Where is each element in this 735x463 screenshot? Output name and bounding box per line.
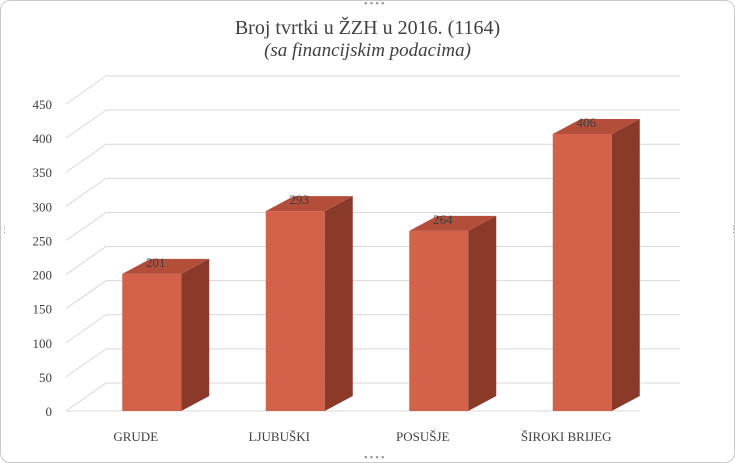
bar-top (265, 196, 353, 212)
gridline (65, 143, 680, 173)
resize-handle-bottom[interactable]: ∙∙∙∙ (363, 453, 386, 463)
y-tick-label: 250 (33, 233, 53, 248)
data-label: 406 (577, 115, 597, 130)
bar (552, 134, 612, 412)
resize-handle-left[interactable]: ⋮ (0, 225, 9, 235)
y-tick-label: 50 (39, 370, 52, 385)
y-tick-label: 450 (33, 97, 53, 112)
y-tick-label: 0 (46, 404, 53, 419)
resize-handle-top[interactable]: ∙∙∙∙ (363, 0, 386, 9)
bar-side (468, 215, 497, 411)
gridline (65, 109, 680, 139)
bar (122, 273, 182, 411)
bar-side (324, 196, 353, 411)
category-label: LJUBUŠKI (249, 429, 310, 444)
chart-subtitle: (sa financijskim podacima) (264, 40, 471, 61)
category-label: POSUŠJE (396, 429, 450, 444)
data-label: 293 (290, 192, 310, 207)
y-tick-label: 350 (33, 165, 53, 180)
bar-top (122, 258, 210, 274)
chart-title: Broj tvrtki u ŽZH u 2016. (1164) (234, 17, 501, 39)
bar (265, 211, 325, 411)
gridline (65, 177, 680, 207)
category-label: GRUDE (113, 429, 158, 444)
data-label: 264 (433, 212, 453, 227)
gridline (65, 75, 680, 105)
y-tick-label: 150 (33, 302, 53, 317)
y-tick-label: 100 (33, 336, 53, 351)
bar-top (552, 119, 640, 135)
data-label: 201 (146, 255, 166, 270)
gridline (65, 211, 680, 241)
bar-top (409, 215, 497, 231)
y-tick-label: 200 (33, 268, 53, 283)
bar-side (611, 119, 640, 412)
bar (409, 230, 469, 411)
category-label: ŠIROKI BRIJEG (521, 429, 612, 444)
y-tick-label: 300 (33, 199, 53, 214)
resize-handle-right[interactable]: ⋮ (729, 225, 735, 235)
y-tick-label: 400 (33, 131, 53, 146)
bar-side (181, 258, 210, 411)
